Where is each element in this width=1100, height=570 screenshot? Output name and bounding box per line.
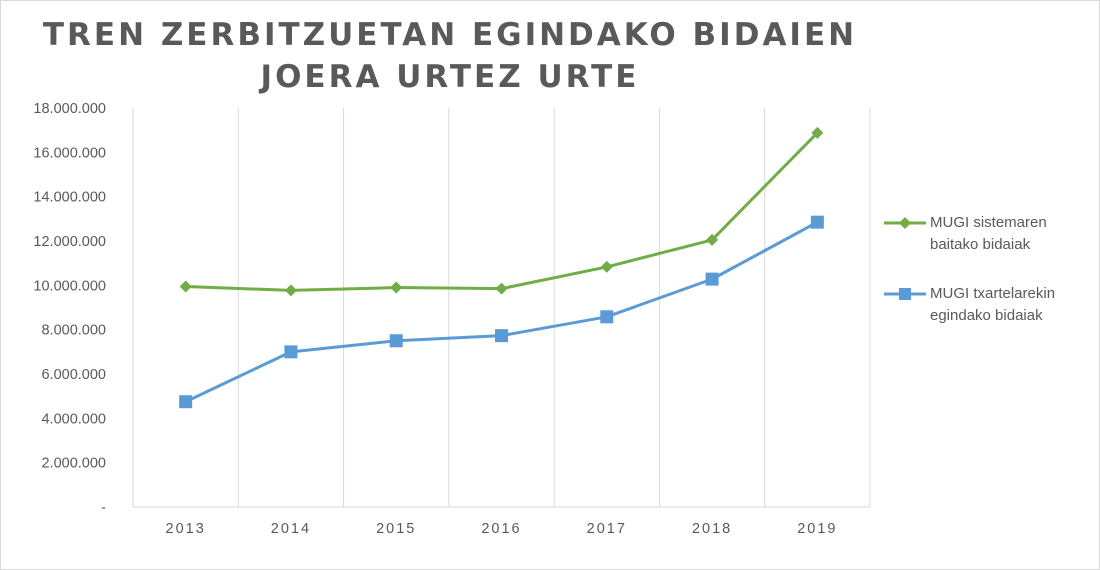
data-point-diamond bbox=[284, 284, 297, 297]
y-tick-label: 14.000.000 bbox=[33, 190, 106, 206]
data-point-square bbox=[389, 334, 403, 348]
data-point-diamond bbox=[811, 126, 824, 139]
data-point-square bbox=[179, 395, 193, 409]
data-point-diamond bbox=[179, 280, 192, 293]
series-line-1 bbox=[185, 131, 819, 292]
data-point-square bbox=[284, 345, 298, 359]
legend-item-mugi-txartelarekin: MUGI txartelarekin egindako bidaiak bbox=[882, 283, 1092, 337]
x-tick-label: 2019 bbox=[797, 521, 837, 537]
data-point-diamond bbox=[495, 282, 508, 295]
data-point-square bbox=[705, 272, 719, 286]
x-tick-label: 2018 bbox=[692, 521, 732, 537]
x-tick-label: 2013 bbox=[166, 521, 206, 537]
legend-label-line-1: MUGI sistemaren bbox=[930, 214, 1047, 231]
chart-title-line-1: TREN ZERBITZUETAN EGINDAKO BIDAIEN bbox=[42, 17, 858, 53]
legend-marker-diamond bbox=[884, 217, 926, 229]
x-tick-label: 2017 bbox=[587, 521, 627, 537]
chart-title-line-2: JOERA URTEZ URTE bbox=[260, 59, 640, 95]
data-point-square bbox=[600, 310, 614, 324]
legend-label: MUGI txartelarekin egindako bidaiak bbox=[930, 283, 1095, 327]
x-tick-label: 2016 bbox=[481, 521, 521, 537]
x-tick-label: 2015 bbox=[376, 521, 416, 537]
y-tick-label: 2.000.000 bbox=[41, 456, 106, 472]
legend-label: MUGI sistemaren baitako bidaiak bbox=[930, 212, 1095, 256]
legend-label-line-2: baitako bidaiak bbox=[930, 236, 1031, 253]
y-tick-label: 12.000.000 bbox=[33, 234, 106, 250]
data-point-diamond bbox=[600, 260, 613, 273]
data-point-square bbox=[495, 329, 508, 343]
y-tick-label: 6.000.000 bbox=[41, 367, 106, 383]
legend-label-line-2: egindako bidaiak bbox=[930, 307, 1043, 324]
y-tick-label: 4.000.000 bbox=[41, 411, 106, 427]
data-point-square bbox=[810, 215, 824, 229]
series-line-2 bbox=[185, 220, 819, 404]
legend-item-mugi-sistemaren: MUGI sistemaren baitako bidaiak bbox=[882, 212, 1092, 266]
x-tick-label: 2014 bbox=[271, 521, 311, 537]
legend-label-line-1: MUGI txartelarekin bbox=[930, 285, 1056, 302]
y-tick-label: - bbox=[101, 500, 106, 516]
legend-marker-square bbox=[884, 288, 926, 300]
data-point-diamond bbox=[706, 233, 719, 246]
y-tick-label: 8.000.000 bbox=[41, 323, 106, 339]
y-tick-label: 18.000.000 bbox=[33, 101, 106, 117]
chart-title: TREN ZERBITZUETAN EGINDAKO BIDAIEN JOERA… bbox=[40, 14, 860, 98]
y-tick-label: 10.000.000 bbox=[33, 278, 106, 294]
y-tick-label: 16.000.000 bbox=[33, 145, 106, 161]
data-point-diamond bbox=[390, 281, 403, 294]
